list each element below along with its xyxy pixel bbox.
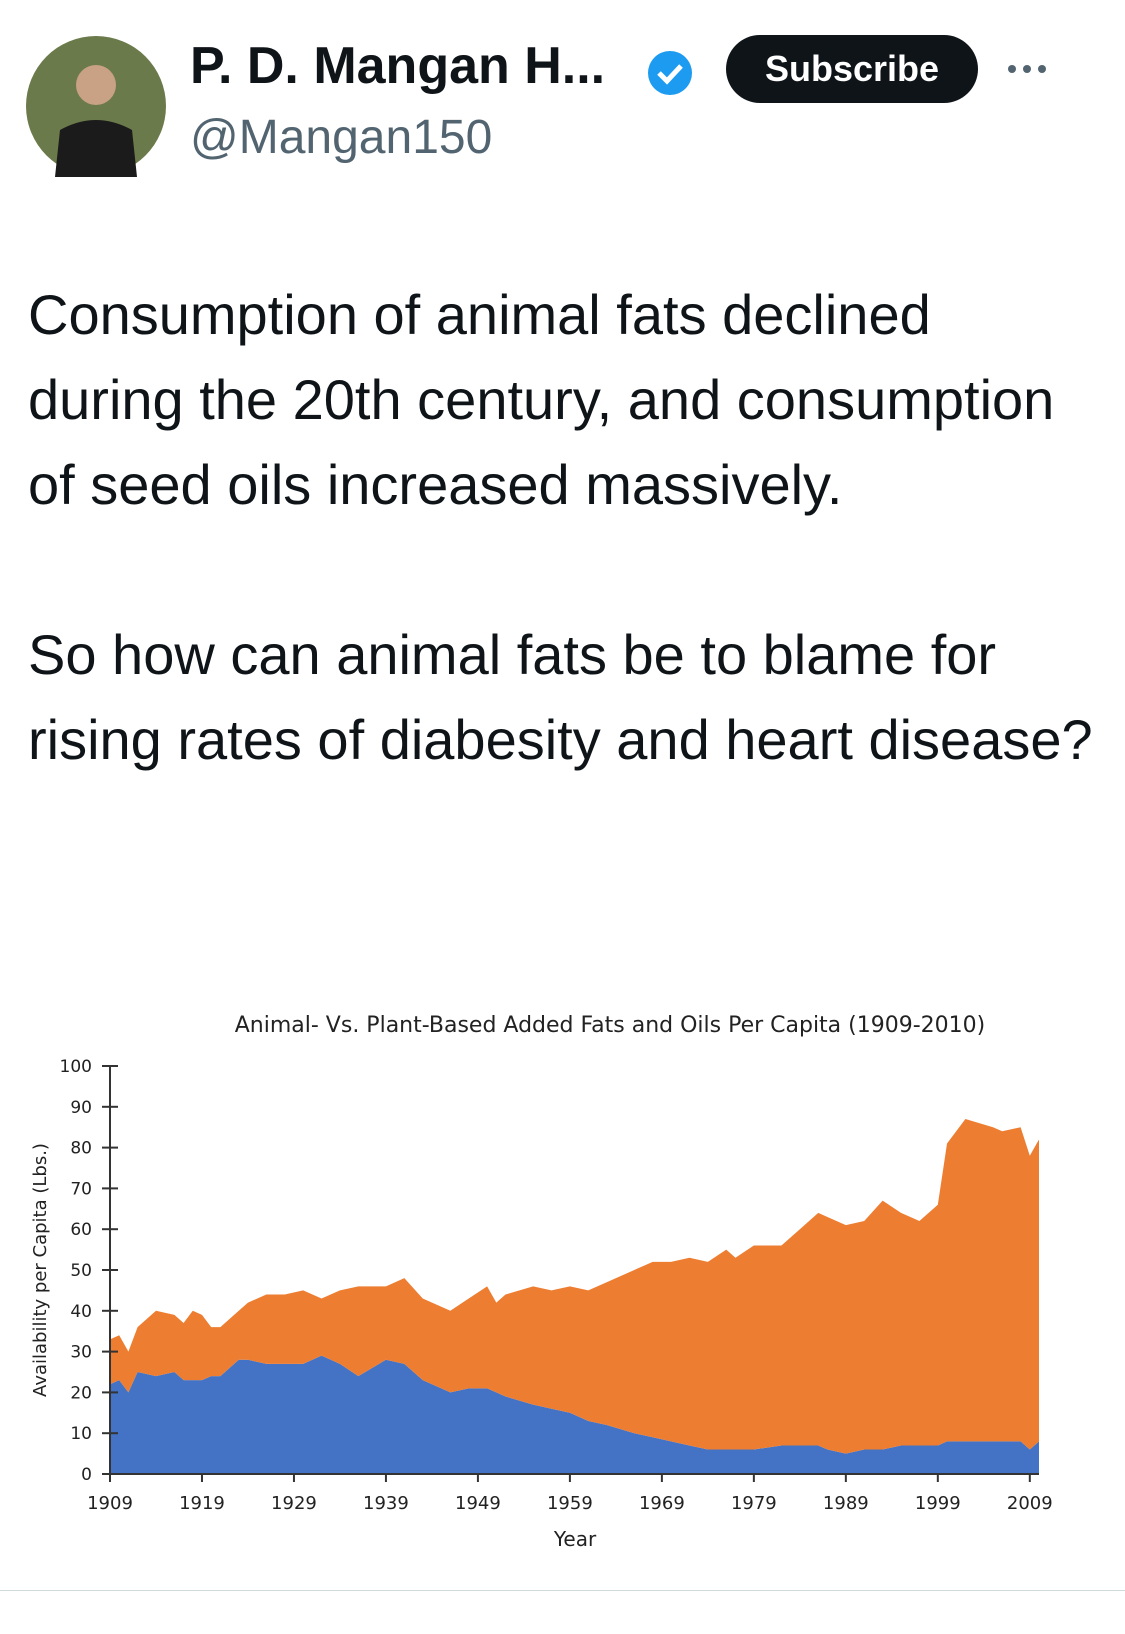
- y-tick-label: 0: [81, 1465, 92, 1485]
- y-tick-label: 80: [70, 1139, 92, 1159]
- tweet-text: Consumption of animal fats declined duri…: [28, 272, 1098, 867]
- x-tick-label: 1989: [823, 1493, 869, 1514]
- y-tick-label: 20: [70, 1383, 92, 1403]
- x-tick-label: 1969: [639, 1493, 685, 1514]
- x-tick-label: 1949: [455, 1493, 501, 1514]
- paragraph: Consumption of animal fats declined duri…: [28, 283, 1055, 516]
- area: [110, 1119, 1039, 1454]
- more-menu[interactable]: [1005, 62, 1050, 76]
- area: [110, 1355, 1039, 1474]
- avatar: [26, 36, 166, 177]
- y-tick-label: 50: [70, 1261, 92, 1281]
- handle: @Mangan150: [190, 111, 493, 164]
- x-tick-label: 1929: [271, 1493, 317, 1514]
- y-axis-label: Availability per Capita (Lbs.): [30, 1143, 51, 1397]
- paragraph: So how can animal fats be to blame for r…: [28, 623, 1093, 771]
- y-tick-label: 60: [70, 1220, 92, 1240]
- x-tick-label: 1979: [731, 1493, 777, 1514]
- x-tick-label: 1909: [87, 1493, 133, 1514]
- x-tick-label: 1939: [363, 1493, 409, 1514]
- y-tick-label: 10: [70, 1424, 92, 1444]
- verified-badge: [648, 51, 692, 95]
- subscribe-button[interactable]: Subscribe: [726, 35, 978, 103]
- x-tick-label: 1999: [915, 1493, 961, 1514]
- chart-title: Animal- Vs. Plant-Based Added Fats and O…: [235, 1013, 986, 1038]
- chart: Animal- Vs. Plant-Based Added Fats and O…: [30, 1013, 1053, 1551]
- x-tick-label: 1919: [179, 1493, 225, 1514]
- y-tick-label: 30: [70, 1343, 92, 1363]
- x-tick-label: 1959: [547, 1493, 593, 1514]
- y-tick-label: 70: [70, 1179, 92, 1199]
- y-tick-label: 40: [70, 1302, 92, 1322]
- y-tick-label: 100: [60, 1057, 92, 1077]
- x-axis-label: Year: [553, 1527, 597, 1551]
- display-name: P. D. Mangan H...: [190, 37, 606, 95]
- x-tick-label: 2009: [1007, 1493, 1053, 1514]
- divider: [0, 1590, 1125, 1591]
- y-tick-label: 90: [70, 1098, 92, 1118]
